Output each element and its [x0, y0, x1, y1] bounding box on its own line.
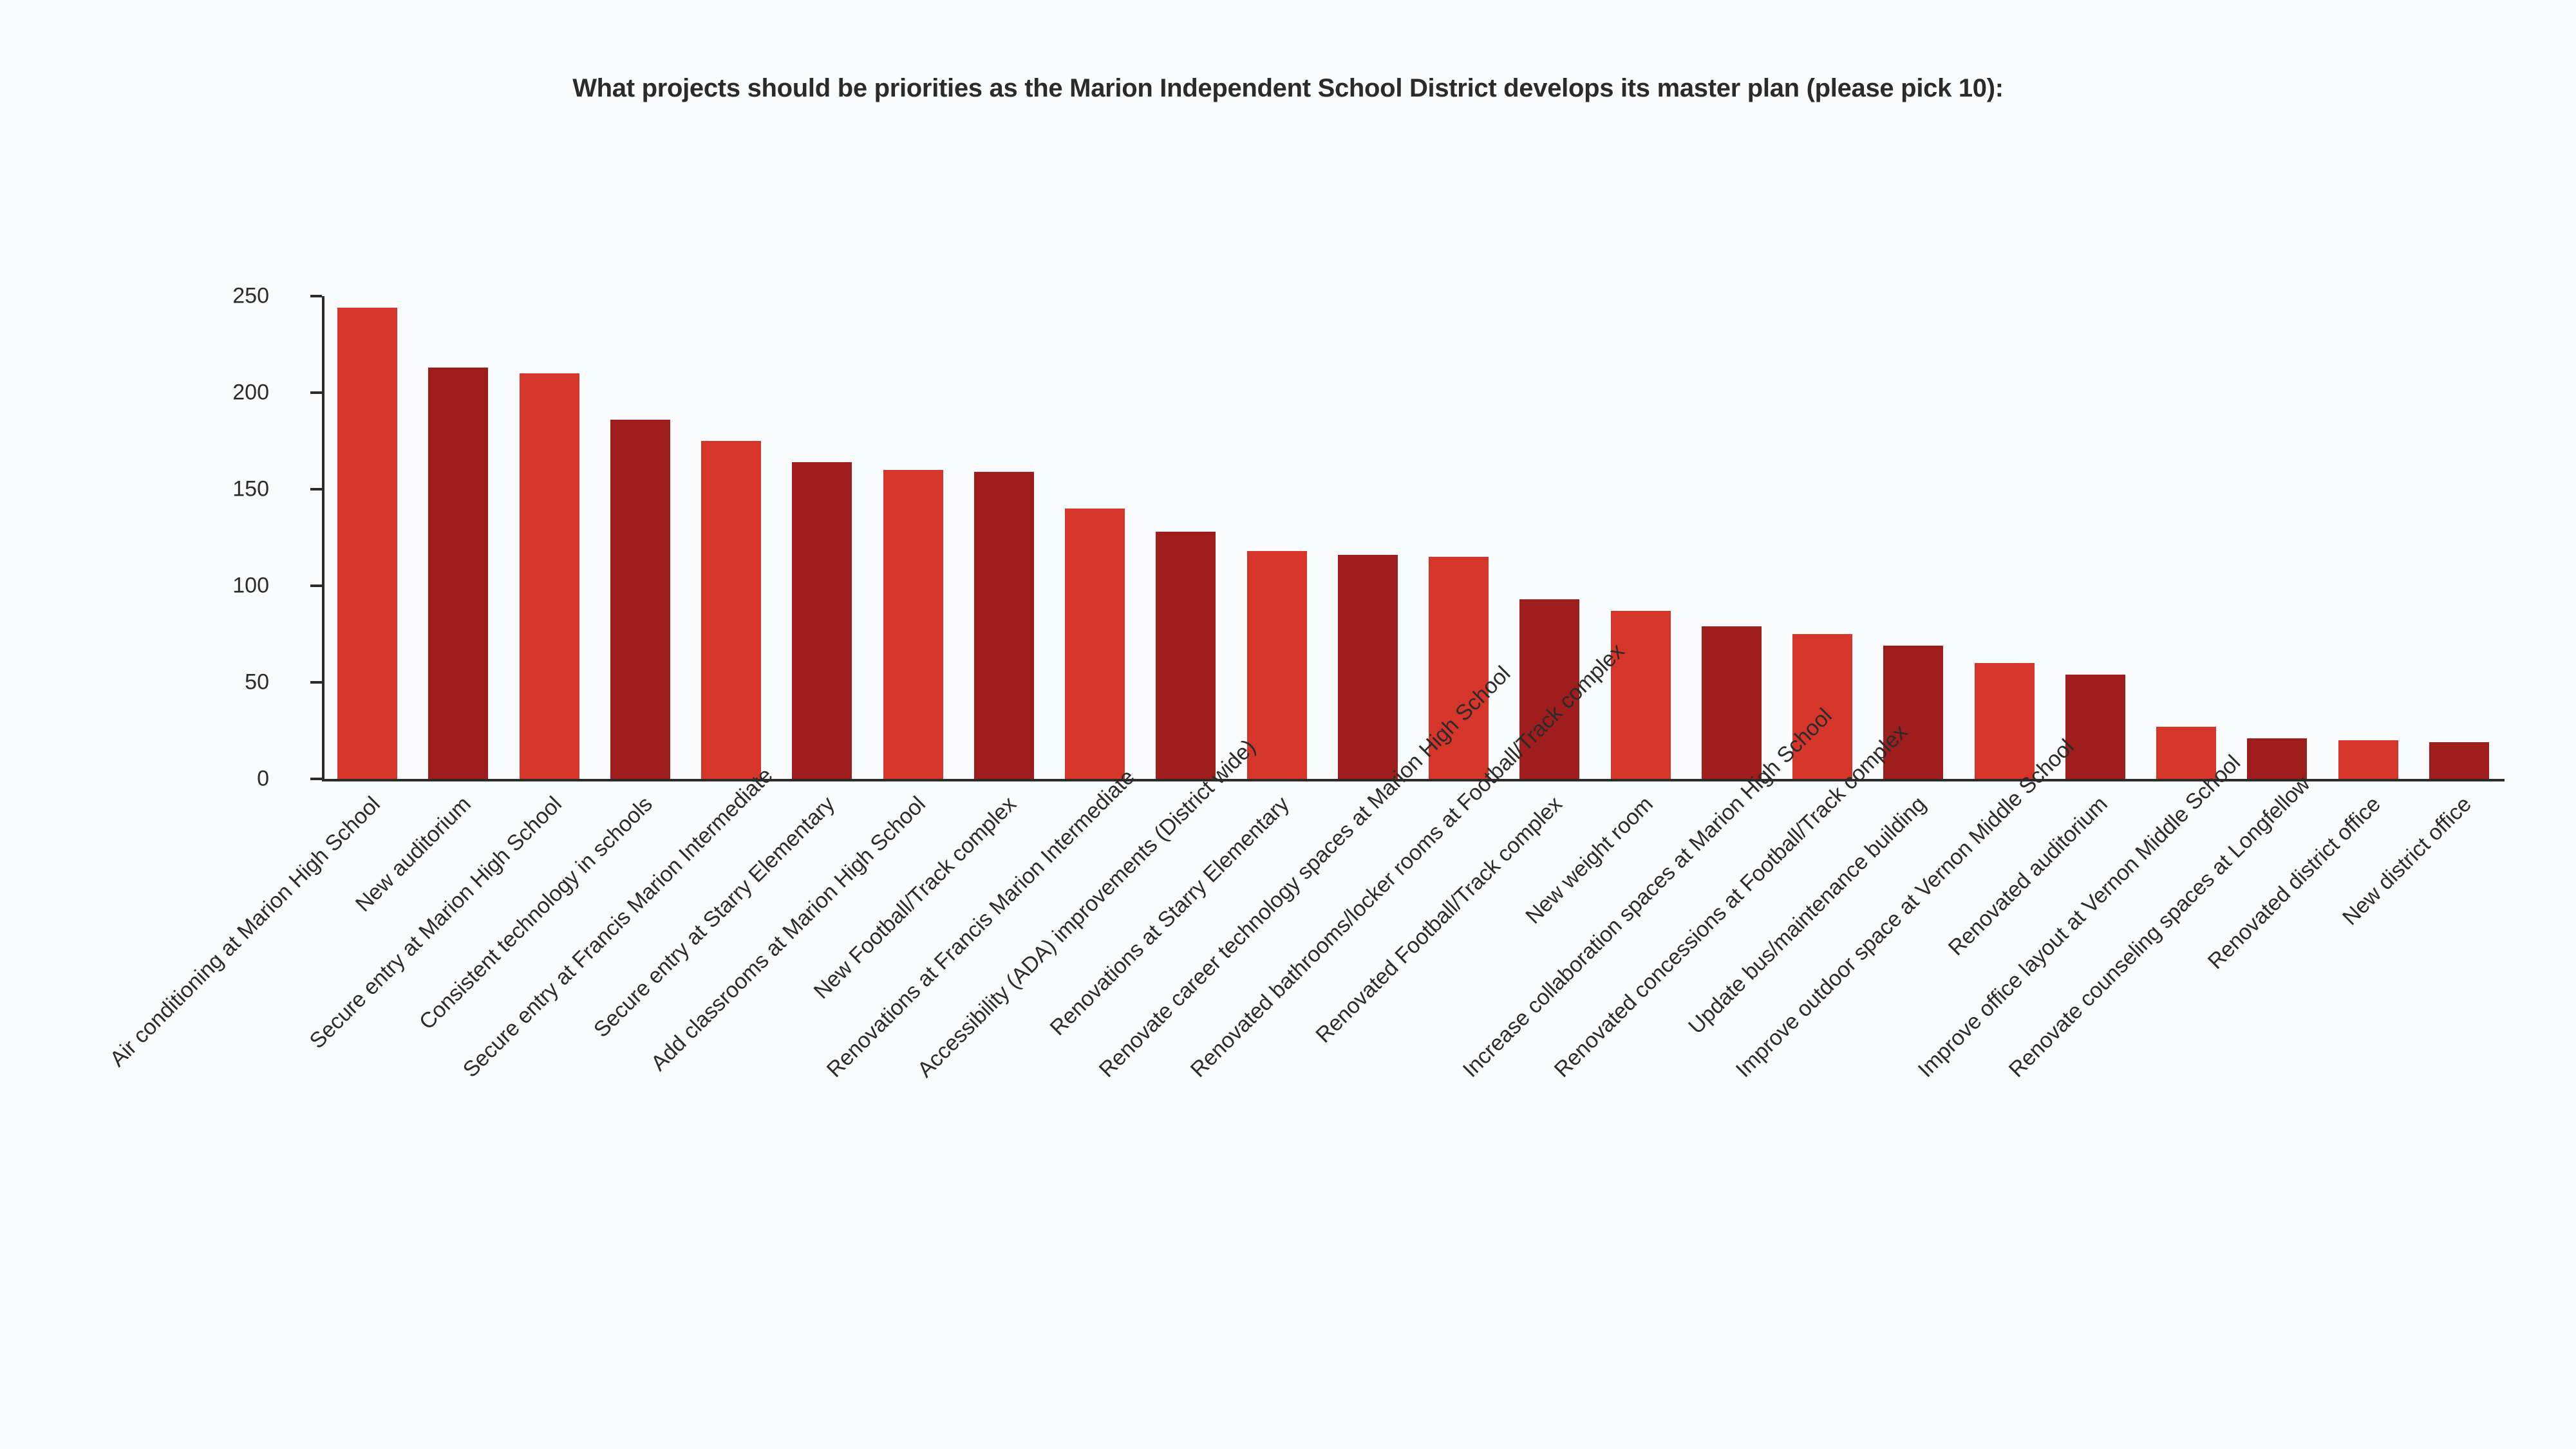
- x-axis-labels: Air conditioning at Marion High SchoolNe…: [322, 792, 2505, 1371]
- chart-bar: [1702, 626, 1762, 779]
- chart-plot-area: 050100150200250: [283, 296, 2505, 779]
- y-tick: [310, 488, 322, 491]
- chart-bar: [1883, 646, 1943, 779]
- chart-bar: [1247, 551, 1307, 779]
- y-tick-label: 50: [245, 670, 269, 695]
- chart-bar: [1611, 611, 1671, 779]
- chart-bar: [1975, 663, 2035, 779]
- y-tick: [310, 778, 322, 780]
- y-tick: [310, 391, 322, 394]
- chart-page: What projects should be priorities as th…: [0, 0, 2576, 1449]
- chart-bar: [883, 470, 943, 779]
- chart-title: What projects should be priorities as th…: [0, 74, 2576, 103]
- chart-bar: [520, 373, 579, 779]
- y-axis: 050100150200250: [283, 296, 322, 779]
- bars-container: [322, 296, 2505, 779]
- chart-bar: [2065, 675, 2125, 779]
- y-tick-label: 150: [232, 477, 269, 502]
- chart-bar: [701, 441, 761, 779]
- chart-bar: [337, 308, 397, 779]
- chart-bar: [792, 462, 852, 779]
- y-tick: [310, 681, 322, 684]
- y-tick-label: 200: [232, 380, 269, 406]
- chart-bar: [1338, 555, 1398, 779]
- chart-bar: [428, 368, 488, 779]
- y-tick-label: 100: [232, 574, 269, 599]
- y-tick: [310, 295, 322, 297]
- chart-bar: [1065, 509, 1125, 779]
- y-tick-label: 0: [257, 767, 269, 792]
- chart-bar: [2338, 740, 2398, 779]
- chart-bar: [974, 472, 1034, 779]
- y-tick-label: 250: [232, 284, 269, 309]
- chart-bar: [1156, 532, 1216, 779]
- y-tick: [310, 584, 322, 587]
- chart-bar: [2429, 742, 2489, 779]
- chart-bar: [610, 420, 670, 779]
